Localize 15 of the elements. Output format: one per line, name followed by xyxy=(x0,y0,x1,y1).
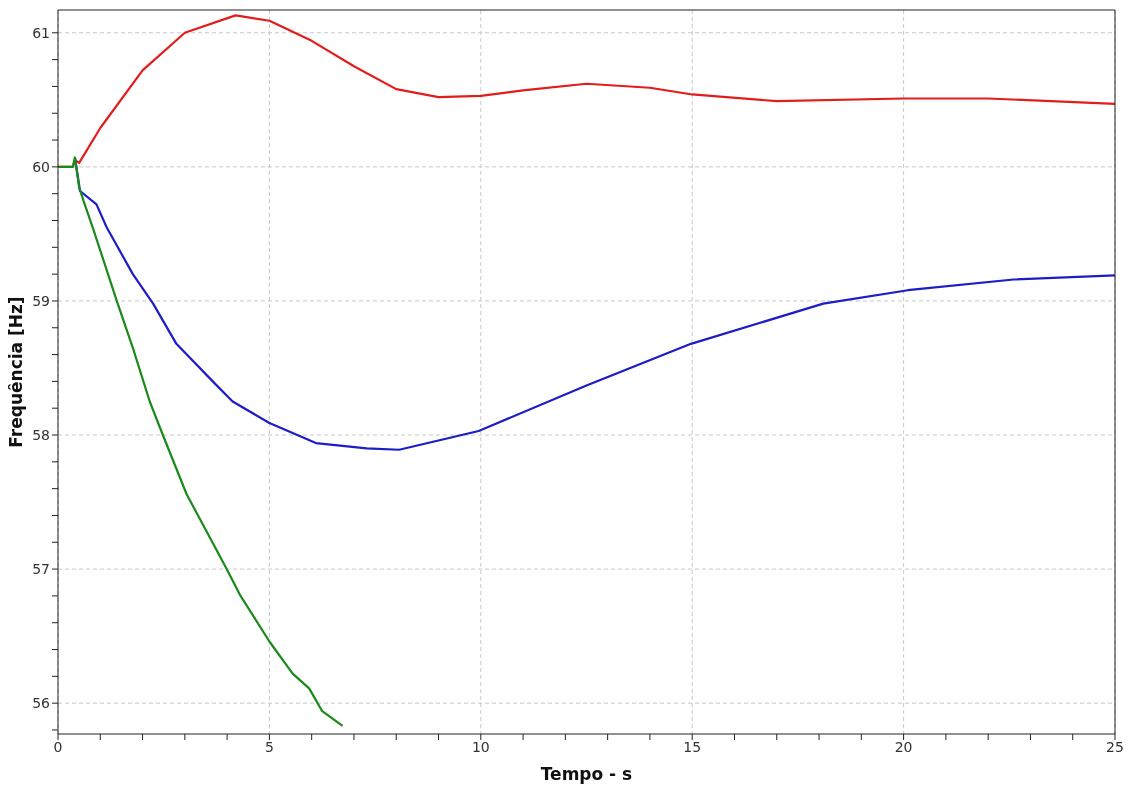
line-series xyxy=(58,156,344,728)
x-tick-label: 10 xyxy=(471,738,490,755)
y-tick-label: 59 xyxy=(32,292,50,309)
y-tick-label: 57 xyxy=(32,561,50,578)
y-tick-label: 61 xyxy=(32,24,50,41)
y-tick-label: 60 xyxy=(32,158,50,175)
x-tick-label: 15 xyxy=(683,738,702,755)
x-tick-label: 5 xyxy=(264,738,274,755)
x-tick-label: 0 xyxy=(53,738,63,755)
y-axis-title: Frequência [Hz] xyxy=(6,296,27,448)
x-tick-label: 25 xyxy=(1106,738,1124,755)
y-tick-label: 56 xyxy=(32,695,51,712)
y-tick-label: 58 xyxy=(32,426,50,443)
x-axis-title: Tempo - s xyxy=(540,764,633,784)
x-tick-label: 20 xyxy=(894,738,913,755)
